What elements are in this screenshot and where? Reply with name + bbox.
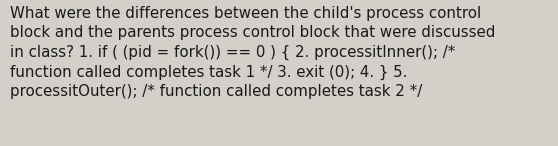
Text: What were the differences between the child's process control
block and the pare: What were the differences between the ch…	[10, 6, 496, 99]
